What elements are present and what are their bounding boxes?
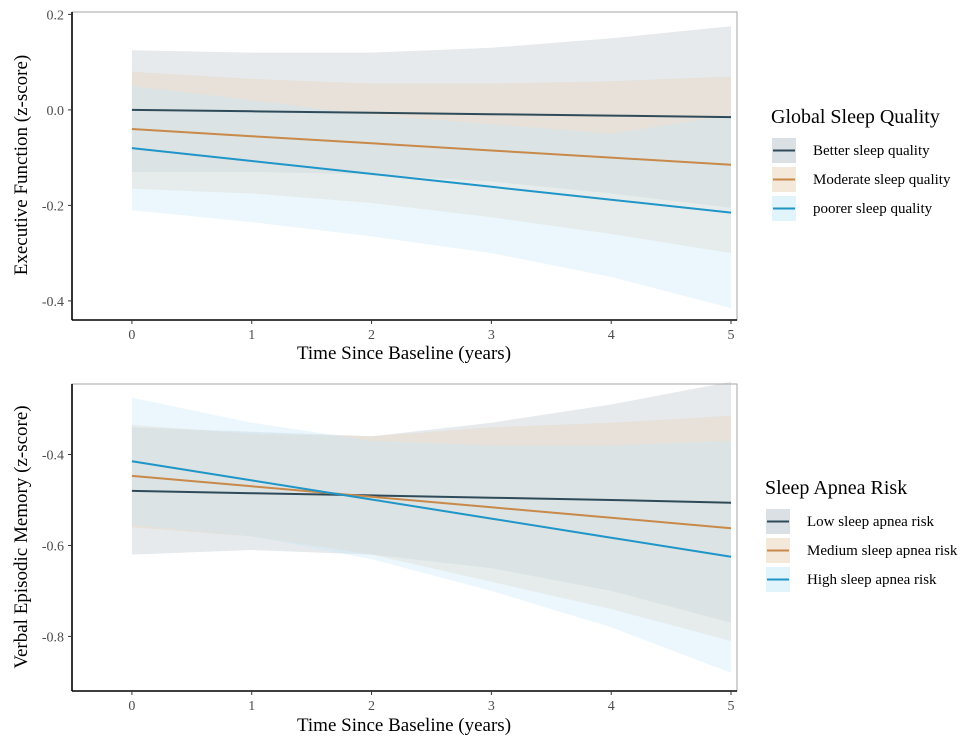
y-tick-label: 0.0: [47, 104, 65, 119]
x-tick-label: 0: [128, 699, 135, 714]
confidence-band-2: [131, 86, 731, 309]
legend-label: Better sleep quality: [813, 143, 930, 159]
panel-executive-function: 0 1 2 3 4 5 0.2 0.0 -0.2 -0.4 Time Since Baselin…: [11, 8, 951, 364]
x-axis-title: Time Since Baseline (years): [297, 715, 511, 736]
y-ticks: -0.4 -0.6 -0.8: [42, 448, 72, 645]
confidence-band-0: [131, 26, 731, 208]
series-lines: [131, 460, 732, 558]
series-lines: [131, 108, 732, 214]
series-line-0: [131, 489, 732, 504]
legend-items: Low sleep apnea risk Medium sleep apnea r…: [766, 509, 958, 592]
confidence-band-1: [131, 71, 731, 254]
x-tick-label: 4: [608, 699, 615, 714]
legend-title: Sleep Apnea Risk: [765, 477, 907, 499]
y-tick-label: -0.6: [42, 539, 64, 554]
y-tick-label: -0.4: [42, 295, 64, 310]
x-tick-label: 0: [128, 328, 135, 343]
legend-label: Moderate sleep quality: [813, 172, 951, 188]
y-tick-label: -0.4: [42, 448, 64, 463]
y-tick-label: -0.2: [42, 199, 64, 214]
series-line-1: [131, 474, 732, 530]
x-ticks: 0 1 2 3 4 5: [128, 320, 735, 343]
x-tick-label: 3: [488, 699, 495, 714]
panel-verbal-episodic-memory: 0 1 2 3 4 5 -0.4 -0.6 -0.8 Time Since Baseline …: [11, 381, 958, 736]
x-tick-label: 2: [368, 699, 375, 714]
confidence-band-1: [131, 415, 731, 641]
legend-label: poorer sleep quality: [813, 201, 933, 217]
series-line-2: [131, 460, 732, 558]
legend: Global Sleep Quality Better sleep qualit…: [771, 106, 951, 221]
series-line-2: [131, 147, 732, 214]
legend: Sleep Apnea Risk Low sleep apnea risk Med…: [765, 477, 958, 592]
x-tick-label: 3: [488, 328, 495, 343]
x-tick-label: 1: [248, 328, 255, 343]
legend-items: Better sleep quality Moderate sleep quali…: [772, 138, 951, 221]
x-tick-label: 1: [248, 699, 255, 714]
x-tick-label: 5: [728, 699, 735, 714]
y-axis-title: Executive Function (z-score): [11, 55, 32, 276]
legend-label: Low sleep apnea risk: [807, 514, 935, 530]
x-tick-label: 5: [728, 328, 735, 343]
x-tick-label: 2: [368, 328, 375, 343]
y-tick-label: 0.2: [47, 8, 65, 23]
confidence-bands: [131, 26, 731, 309]
legend-title: Global Sleep Quality: [771, 106, 940, 128]
confidence-bands: [131, 381, 731, 673]
series-line-0: [131, 108, 732, 119]
series-line-1: [131, 128, 732, 166]
y-ticks: 0.2 0.0 -0.2 -0.4: [42, 8, 72, 310]
legend-label: High sleep apnea risk: [807, 572, 937, 588]
confidence-band-2: [131, 397, 731, 673]
x-ticks: 0 1 2 3 4 5: [128, 691, 735, 714]
y-axis-title: Verbal Episodic Memory (z-score): [11, 405, 32, 668]
x-axis-title: Time Since Baseline (years): [297, 343, 511, 364]
x-tick-label: 4: [608, 328, 615, 343]
y-tick-label: -0.8: [42, 630, 64, 645]
legend-label: Medium sleep apnea risk: [807, 543, 958, 559]
